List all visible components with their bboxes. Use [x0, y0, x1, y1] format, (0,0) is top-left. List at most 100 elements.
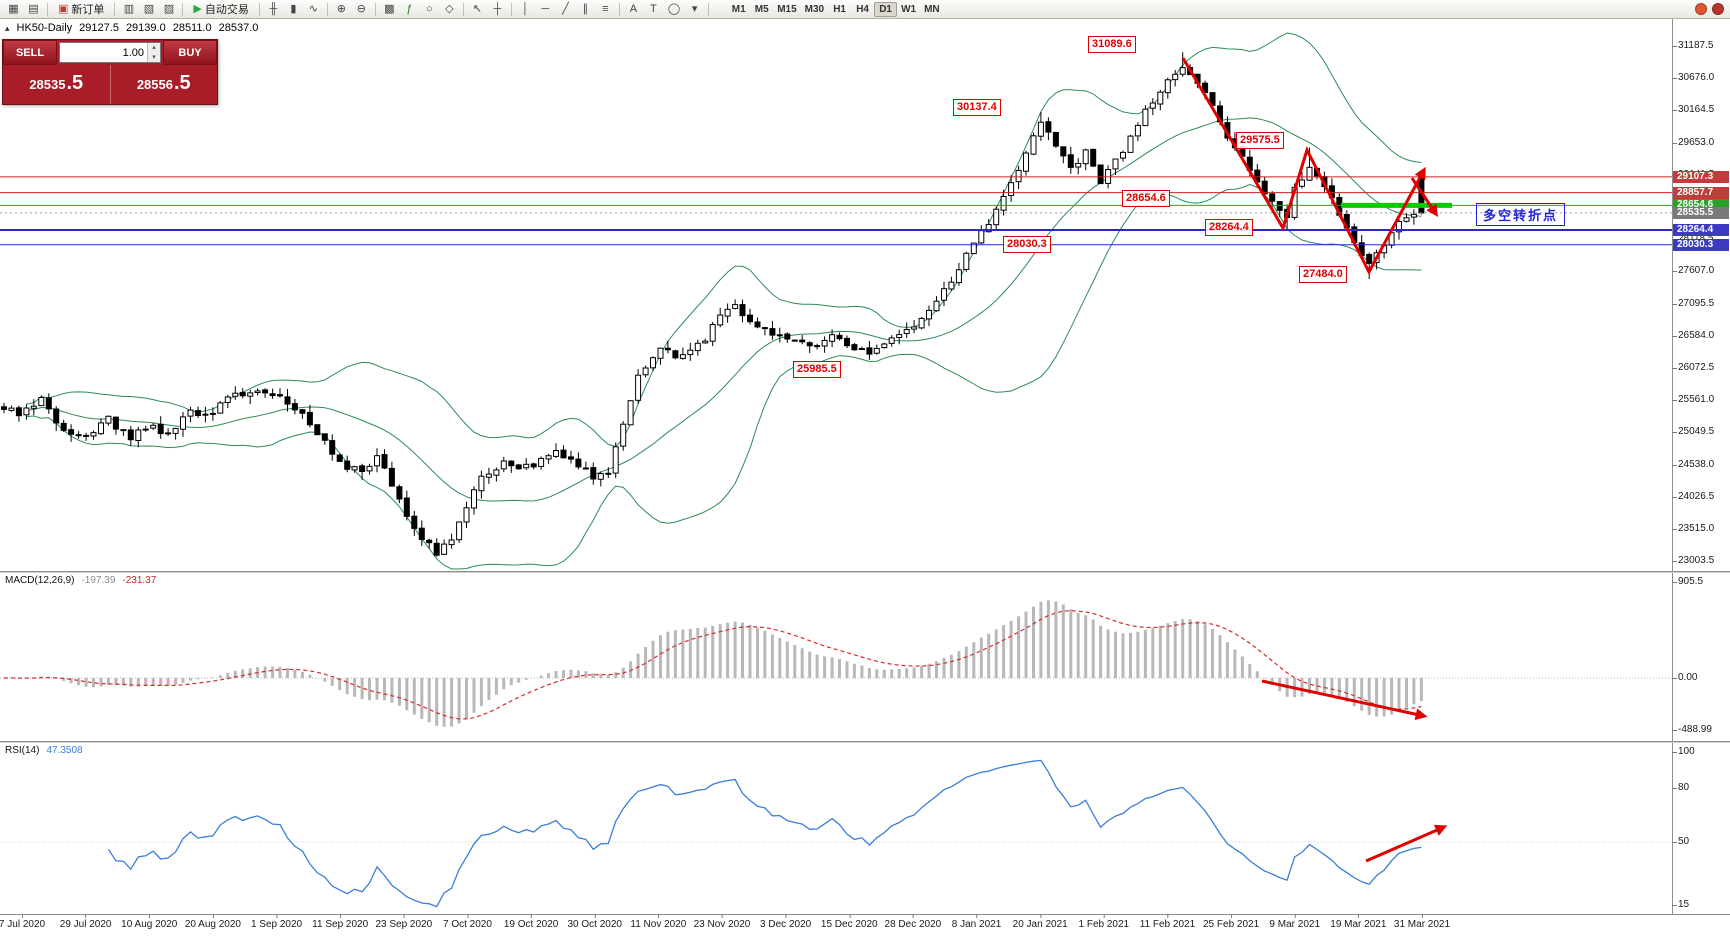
macd-panel-separator[interactable]: [0, 571, 1730, 573]
navigator-icon[interactable]: ▨: [159, 1, 178, 18]
price-callout-30137.4[interactable]: 30137.4: [953, 99, 1001, 116]
cursor-icon: ↖: [472, 2, 482, 15]
price-axis[interactable]: [1672, 19, 1730, 914]
date-label: 20 Jan 2021: [1012, 914, 1068, 930]
bar-chart-mode-icon[interactable]: ╫: [264, 1, 283, 18]
shapes-icon: ◯: [667, 2, 681, 15]
price-axis-label: 24538.0: [1671, 458, 1715, 470]
timeframe-m15[interactable]: M15: [777, 3, 797, 15]
fibonacci-icon[interactable]: ≡: [596, 1, 615, 18]
price-axis-label: 26072.5: [1671, 361, 1715, 373]
date-label: 11 Nov 2020: [630, 914, 687, 930]
macd-axis-label: -488.99: [1672, 723, 1712, 735]
macd-axis-label: 0.00: [1671, 672, 1698, 683]
rsi-panel-separator[interactable]: [0, 741, 1730, 743]
price-callout-28030.3[interactable]: 28030.3: [1003, 236, 1051, 253]
buy-price-button[interactable]: 28556 .5: [109, 65, 218, 104]
macd-indicator-label: MACD(12,26,9) -197.39 -231.37: [5, 575, 156, 586]
toolbar-separator: [510, 2, 512, 16]
chart-profiles-icon[interactable]: ▤: [24, 1, 43, 18]
bull-bear-turning-point-note[interactable]: 多空转折点: [1476, 203, 1566, 226]
zoom-in-icon[interactable]: ⊕: [332, 1, 351, 18]
crosshair-icon[interactable]: ┼: [488, 1, 507, 18]
price-axis-label: 23515.0: [1671, 522, 1715, 534]
volume-increase-icon[interactable]: ▴: [148, 43, 160, 53]
price-axis-label: 24026.5: [1671, 490, 1715, 502]
new-order-button[interactable]: ▣ 新订单: [52, 1, 110, 18]
bollinger-middle-band: [26, 117, 1422, 502]
metaquotes-community-icon[interactable]: [1695, 3, 1707, 15]
date-label: 19 Mar 2021: [1330, 914, 1387, 930]
volume-decrease-icon[interactable]: ▾: [148, 52, 160, 62]
timeframe-h1[interactable]: H1: [833, 3, 846, 15]
sell-button[interactable]: SELL: [3, 40, 57, 65]
macd-signal-value: -231.37: [122, 575, 157, 586]
rsi-trend-arrow[interactable]: [1365, 824, 1448, 863]
autotrading-button[interactable]: ▶ 自动交易: [187, 1, 254, 18]
horizontal-line-icon[interactable]: ─: [536, 1, 555, 18]
timeframe-w1[interactable]: W1: [901, 3, 917, 15]
time-axis[interactable]: [0, 914, 1730, 938]
price-callout-25985.5[interactable]: 25985.5: [793, 361, 841, 378]
price-callout-28264.4[interactable]: 28264.4: [1205, 219, 1253, 236]
rsi-line: [107, 759, 1422, 908]
chart-profiles-icon: ▤: [28, 2, 39, 15]
date-label: 1 Sep 2020: [250, 914, 303, 930]
tile-windows-icon[interactable]: ▩: [380, 1, 399, 18]
volume-value[interactable]: 1.00: [122, 46, 144, 59]
timeframe-d1[interactable]: D1: [874, 1, 898, 17]
data-window-icon[interactable]: ▧: [139, 1, 158, 18]
text-label-icon[interactable]: T: [644, 1, 663, 18]
buy-button[interactable]: BUY: [163, 40, 217, 65]
price-axis-label: 30676.0: [1671, 72, 1715, 84]
vertical-line-icon[interactable]: │: [516, 1, 535, 18]
cursor-icon[interactable]: ↖: [468, 1, 487, 18]
one-click-trading-panel: SELL 1.00 ▴ ▾ BUY 28535 .5 28556 .5: [2, 39, 218, 105]
price-axis-label: 30164.5: [1671, 104, 1715, 116]
sell-price-frac: .5: [66, 72, 84, 94]
new-chart-icon: ▦: [8, 2, 19, 15]
periods-icon[interactable]: ○: [420, 1, 439, 18]
zoom-out-icon[interactable]: ⊖: [352, 1, 371, 18]
templates-icon[interactable]: ◇: [440, 1, 459, 18]
line-chart-mode-icon[interactable]: ∿: [304, 1, 323, 18]
channel-icon[interactable]: ∥: [576, 1, 595, 18]
price-callout-31089.6[interactable]: 31089.6: [1088, 36, 1136, 53]
price-tag-28535.5: 28535.5: [1673, 206, 1729, 219]
indicators-icon[interactable]: ƒ: [400, 1, 419, 18]
one-click-toggle-icon[interactable]: ▴: [5, 22, 10, 33]
sell-price-button[interactable]: 28535 .5: [3, 65, 110, 104]
rsi-indicator-label: RSI(14) 47.3508: [5, 745, 83, 756]
price-callout-29575.5[interactable]: 29575.5: [1236, 132, 1284, 149]
bollinger-lower-band: [26, 183, 1422, 570]
price-callout-27484.0[interactable]: 27484.0: [1299, 266, 1347, 283]
navigator-icon: ▨: [163, 2, 175, 15]
timeframe-h4[interactable]: H4: [856, 3, 869, 15]
pullback-arrow[interactable]: [1410, 177, 1438, 217]
price-tag-29107.3: 29107.3: [1673, 170, 1729, 183]
date-label: 23 Sep 2020: [375, 914, 433, 930]
news-alert-icon[interactable]: [1712, 3, 1724, 15]
trendline-icon[interactable]: ╱: [556, 1, 575, 18]
toolbar-separator: [326, 2, 328, 16]
macd-trend-arrow[interactable]: [1261, 679, 1428, 721]
new-chart-icon[interactable]: ▦: [4, 1, 23, 18]
trend-zigzag-arrow[interactable]: [1181, 57, 1426, 276]
arrows-dropdown-icon[interactable]: ▾: [685, 1, 704, 18]
shapes-icon[interactable]: ◯: [664, 1, 684, 18]
data-window-icon: ▧: [143, 2, 155, 15]
market-watch-icon[interactable]: ▥: [119, 1, 138, 18]
timeframe-m1[interactable]: M1: [731, 3, 746, 15]
timeframe-mn[interactable]: MN: [924, 3, 940, 15]
text-label-icon: T: [650, 2, 657, 15]
volume-field[interactable]: 1.00 ▴ ▾: [59, 42, 161, 63]
new-order-button-label: 新订单: [71, 4, 105, 16]
price-callout-28654.6[interactable]: 28654.6: [1122, 190, 1170, 207]
candlestick-mode-icon[interactable]: ▮: [284, 1, 303, 18]
timeframe-m30[interactable]: M30: [804, 3, 825, 15]
timeframe-m5[interactable]: M5: [754, 3, 769, 15]
buy-price-frac: .5: [173, 72, 191, 94]
text-icon[interactable]: A: [624, 1, 643, 18]
